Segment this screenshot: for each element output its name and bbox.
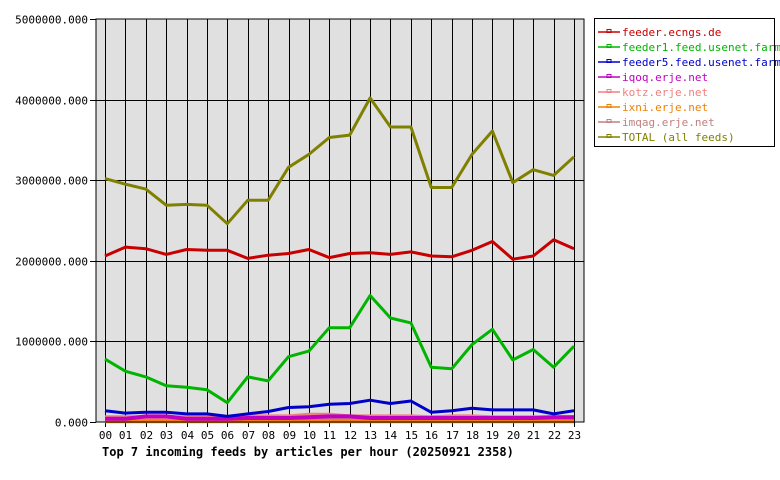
legend-label: feeder1.feed.usenet.farm	[622, 41, 780, 54]
plot-background	[96, 19, 584, 422]
x-tick-label: 15	[405, 429, 418, 442]
x-tick-label: 21	[527, 429, 540, 442]
series-line	[104, 96, 576, 226]
legend-label: iqoq.erje.net	[622, 71, 708, 84]
legend-marker-icon	[606, 29, 612, 33]
legend-marker-icon	[606, 134, 612, 138]
y-tick-label: 0.000	[55, 417, 88, 430]
legend-label: TOTAL (all feeds)	[622, 131, 735, 144]
legend-label: imqag.erje.net	[622, 116, 715, 129]
legend-item: kotz.erje.net	[598, 86, 708, 99]
x-tick-label: 01	[119, 429, 132, 442]
legend-marker-icon	[606, 74, 612, 78]
x-tick-label: 06	[221, 429, 234, 442]
x-tick-label: 19	[486, 429, 499, 442]
legend-item: iqoq.erje.net	[598, 71, 708, 84]
legend-item: feeder1.feed.usenet.farm	[598, 41, 780, 54]
legend-marker-icon	[606, 89, 612, 93]
x-tick-label: 09	[283, 429, 296, 442]
series-line	[104, 398, 575, 418]
y-tick-label: 5000000.000	[15, 14, 88, 27]
x-tick-label: 03	[160, 429, 173, 442]
legend-item: ixni.erje.net	[598, 101, 708, 114]
legend-marker-icon	[606, 104, 612, 108]
legend: feeder.ecngs.de feeder1.feed.usenet.farm f…	[594, 18, 780, 147]
x-tick-label: 04	[181, 429, 195, 442]
series-line	[105, 414, 574, 421]
legend-box	[594, 18, 775, 147]
grid-lines	[96, 19, 584, 422]
x-tick-label: 20	[507, 429, 520, 442]
legend-label: feeder5.feed.usenet.farm	[622, 56, 780, 69]
legend-item: feeder.ecngs.de	[598, 26, 721, 39]
y-tick-label: 4000000.000	[15, 95, 88, 108]
x-tick-label: 07	[242, 429, 255, 442]
plot-frame	[95, 18, 585, 423]
series-line	[104, 294, 576, 405]
x-tick-label: 18	[466, 429, 479, 442]
x-tick-label: 05	[201, 429, 214, 442]
x-tick-label: 22	[548, 429, 561, 442]
legend-item: TOTAL (all feeds)	[598, 131, 735, 144]
y-tick-label: 2000000.000	[15, 256, 88, 269]
series-line	[104, 238, 575, 261]
series-lines	[104, 96, 576, 424]
x-tick-label: 11	[323, 429, 336, 442]
x-tick-label: 10	[303, 429, 316, 442]
x-tick-label: 16	[425, 429, 438, 442]
y-tick-label: 1000000.000	[15, 336, 88, 349]
y-tick-label: 3000000.000	[15, 175, 88, 188]
x-tick-label: 23	[568, 429, 581, 442]
x-tick-label: 08	[262, 429, 275, 442]
legend-marker-icon	[606, 119, 612, 123]
x-tick-label: 13	[364, 429, 377, 442]
legend-marker-icon	[606, 59, 612, 63]
x-tick-label: 12	[344, 429, 357, 442]
x-tick-label: 14	[384, 429, 398, 442]
y-axis-ticks: 0.000 1000000.000 2000000.000 3000000.000 40…	[15, 14, 96, 430]
legend-marker-icon	[606, 44, 612, 48]
x-tick-label: 02	[140, 429, 153, 442]
x-tick-label: 00	[99, 429, 112, 442]
legend-label: feeder.ecngs.de	[622, 26, 721, 39]
legend-item: imqag.erje.net	[598, 116, 715, 129]
chart-title: Top 7 incoming feeds by articles per hou…	[102, 445, 514, 459]
legend-label: kotz.erje.net	[622, 86, 708, 99]
x-tick-label: 17	[446, 429, 459, 442]
x-axis-ticks: 00 01 02 03 04 05 06 07 08 09 10 11 12 13 14 15 16 17 18 19…	[99, 422, 581, 442]
legend-item: feeder5.feed.usenet.farm	[598, 56, 780, 69]
legend-label: ixni.erje.net	[622, 101, 708, 114]
